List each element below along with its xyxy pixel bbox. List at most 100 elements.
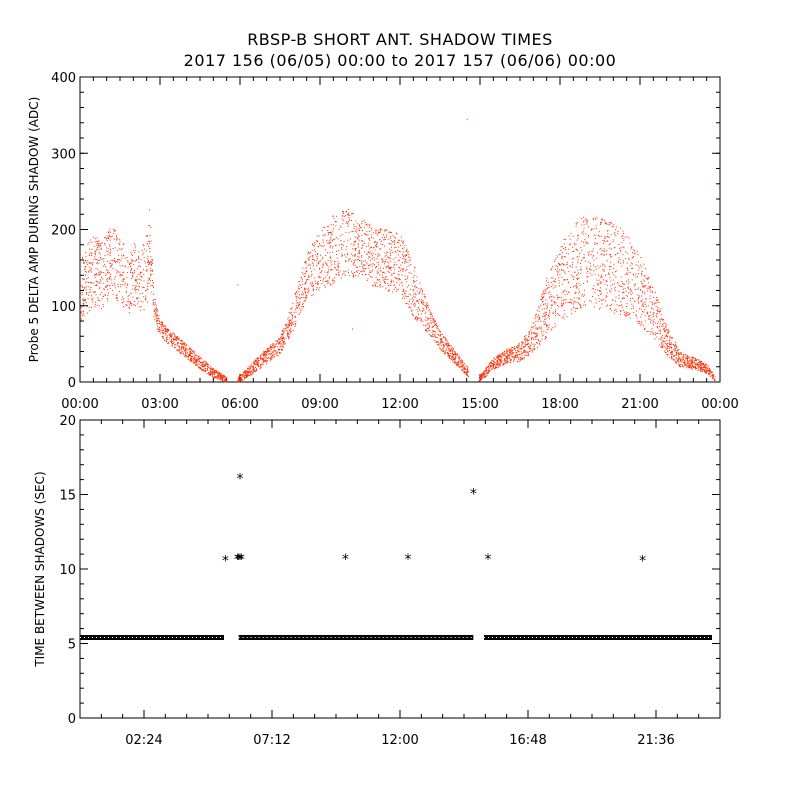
data-point [117, 249, 119, 251]
data-point [462, 362, 464, 364]
data-point [101, 248, 103, 250]
data-point [330, 257, 331, 259]
data-point [580, 304, 582, 306]
data-point [107, 269, 109, 271]
data-point [513, 352, 515, 354]
data-point [546, 308, 548, 309]
data-point [86, 278, 88, 280]
data-point [588, 261, 590, 263]
data-point [304, 273, 306, 275]
data-point [161, 324, 163, 326]
data-point [557, 271, 559, 273]
data-point [88, 254, 90, 256]
data-point [554, 258, 556, 260]
data-point [165, 328, 167, 330]
data-point [334, 221, 336, 222]
data-point [556, 266, 558, 268]
data-point [664, 340, 666, 342]
data-point [450, 350, 452, 352]
data-point [524, 352, 526, 354]
data-point [604, 300, 606, 302]
data-point [342, 211, 344, 213]
data-point [499, 362, 501, 364]
data-point [121, 280, 123, 282]
data-point [520, 351, 522, 353]
data-point [174, 335, 176, 337]
data-point [109, 252, 111, 254]
data-point [180, 343, 182, 345]
data-point [408, 265, 410, 267]
data-point [295, 306, 297, 308]
data-point [447, 355, 449, 357]
data-point [622, 298, 624, 299]
data-point [507, 350, 509, 352]
data-point [117, 286, 119, 287]
data-point [167, 329, 169, 331]
data-point [662, 345, 664, 347]
data-point [294, 308, 296, 310]
data-point [407, 256, 409, 258]
data-point [538, 341, 540, 343]
data-point [528, 335, 530, 337]
data-point [448, 355, 450, 357]
data-point [444, 337, 446, 339]
data-point [146, 243, 148, 245]
data-point [679, 364, 681, 366]
data-point [184, 346, 186, 348]
data-point [361, 223, 363, 225]
data-point [608, 222, 610, 224]
data-point [375, 285, 377, 287]
data-point [578, 288, 580, 290]
data-point [82, 311, 84, 313]
data-point [369, 260, 371, 261]
data-point [361, 240, 363, 242]
data-point [143, 280, 145, 282]
data-point [162, 332, 164, 334]
data-point [481, 376, 483, 378]
data-point [478, 377, 480, 379]
plot-frame [79, 76, 721, 383]
data-point [577, 273, 579, 275]
data-point [361, 262, 363, 264]
data-point [103, 272, 105, 273]
data-point [205, 370, 207, 372]
data-point [94, 306, 96, 308]
data-point [409, 288, 411, 290]
data-point [515, 356, 517, 358]
data-point [105, 238, 107, 240]
data-point [678, 357, 680, 359]
data-point [323, 241, 325, 243]
data-point [304, 262, 306, 263]
data-point [353, 264, 355, 266]
data-point [96, 240, 98, 242]
data-point [153, 298, 155, 300]
data-point [393, 258, 394, 260]
data-point [359, 225, 361, 227]
data-point [217, 375, 219, 377]
data-point [126, 276, 128, 278]
data-point [452, 354, 454, 356]
data-point [197, 360, 198, 362]
data-point [169, 334, 171, 336]
data-point [609, 224, 611, 226]
data-point [541, 335, 543, 337]
data-point [415, 287, 417, 289]
data-point [619, 285, 620, 287]
data-point [467, 367, 469, 369]
data-point [479, 375, 481, 377]
data-point [586, 241, 588, 243]
data-point [185, 351, 186, 353]
data-point [398, 239, 400, 241]
data-point [390, 260, 392, 262]
data-point [532, 348, 534, 350]
data-point [427, 307, 429, 309]
data-point [702, 363, 704, 365]
data-point [299, 301, 301, 303]
data-point [239, 380, 241, 382]
data-point [308, 258, 309, 260]
data-point [714, 376, 716, 378]
data-point [389, 231, 391, 233]
data-point [485, 371, 487, 373]
data-point [481, 373, 483, 375]
